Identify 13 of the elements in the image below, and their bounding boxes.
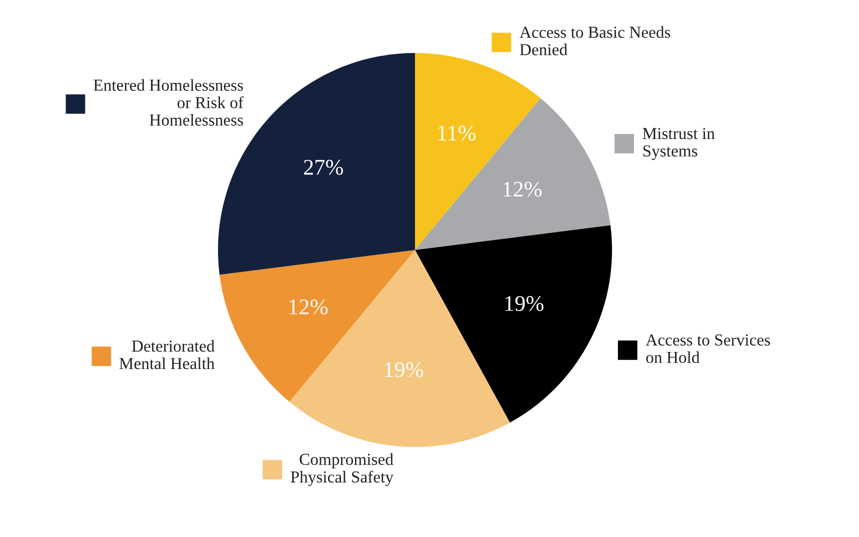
legend-label: Access to Services on Hold: [646, 334, 770, 364]
legend-label: Deteriorated Mental Health: [119, 340, 215, 370]
data-label: 12%: [504, 182, 542, 197]
data-label: 11%: [438, 126, 476, 141]
data-label: 27%: [304, 160, 343, 175]
legend-label: Access to Basic Needs Denied: [520, 26, 670, 56]
data-label: 19%: [505, 296, 544, 312]
pie-slice: [415, 98, 610, 250]
legend-label: Mistrust in Systems: [642, 128, 715, 160]
legend-label: Compromised Physical Safety: [290, 453, 394, 486]
data-label: 19%: [385, 362, 424, 378]
legend-label: Entered Homelessness or Risk of Homelessness: [94, 79, 244, 126]
data-label: 12%: [290, 299, 328, 314]
